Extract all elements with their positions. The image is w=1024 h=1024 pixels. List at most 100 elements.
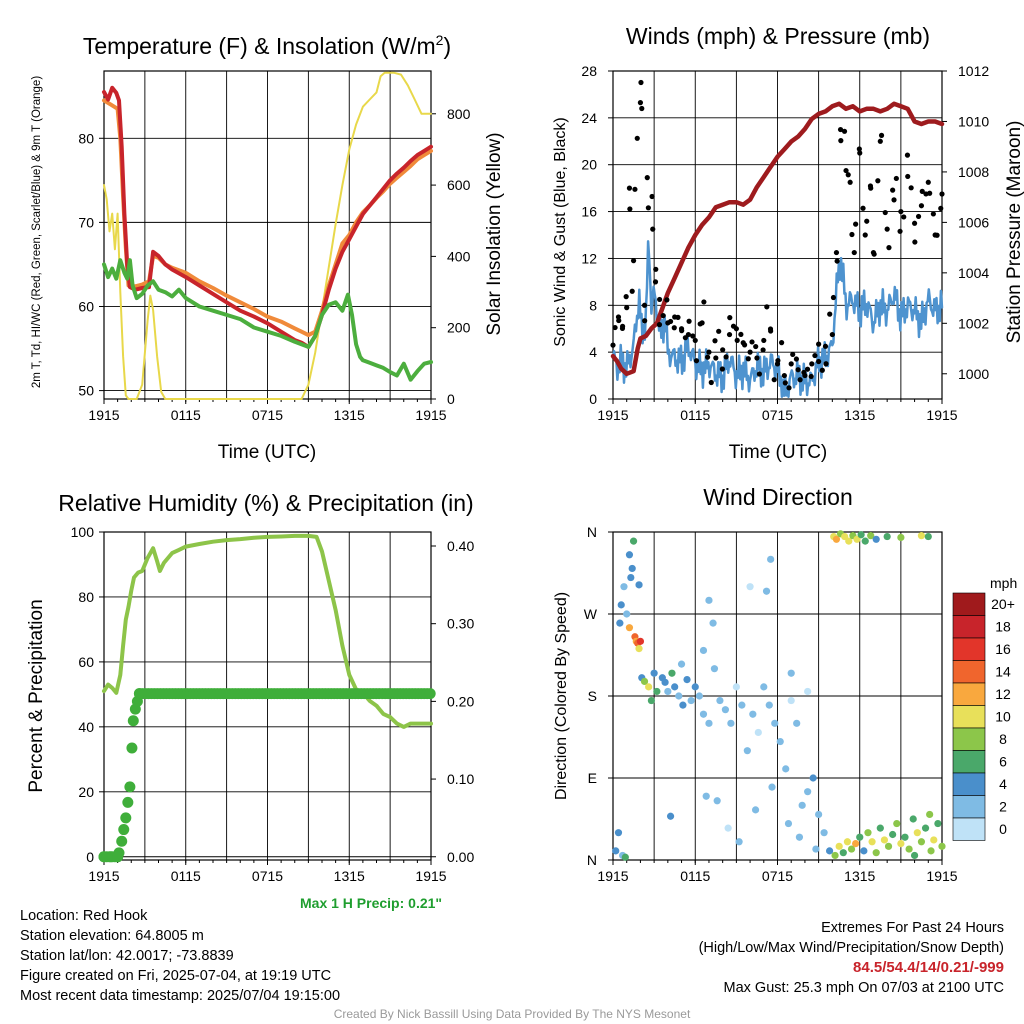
legend-swatch <box>952 637 986 661</box>
legend-label: 8 <box>999 731 1007 747</box>
gust-point <box>679 328 685 334</box>
gust-point <box>891 197 897 203</box>
direction-point <box>691 683 699 691</box>
gust-point <box>629 288 635 294</box>
direction-point <box>909 815 917 823</box>
direction-point <box>612 847 620 855</box>
extremes-subtitle: (High/Low/Max Wind/Precipitation/Snow De… <box>698 940 1004 956</box>
winds-x-tick-label: 1915 <box>597 407 628 423</box>
max-gust-text: Max Gust: 25.3 mph On 07/03 at 2100 UTC <box>723 980 1004 996</box>
temperature-left-label: 2m T, Td, HI/WC (Red, Green, Scarlet/Blu… <box>31 76 43 388</box>
gust-point <box>925 179 931 185</box>
legend-label: 0 <box>999 821 1007 837</box>
direction-point <box>924 532 932 541</box>
gust-point <box>756 371 763 377</box>
legend-label: 10 <box>995 709 1011 725</box>
gust-point <box>719 366 725 372</box>
direction-point <box>795 833 804 841</box>
precip-point <box>127 715 139 727</box>
direction-point <box>732 683 740 691</box>
gust-point <box>645 205 651 211</box>
gust-point <box>775 357 781 364</box>
gust-point <box>638 79 644 86</box>
direction-point <box>702 792 710 800</box>
gust-point <box>693 358 700 364</box>
precip-point <box>126 742 138 754</box>
legend-swatch <box>952 795 986 819</box>
direction-point <box>804 687 812 696</box>
direction-point <box>727 719 735 727</box>
temperature-series-3-line <box>102 258 433 382</box>
gust-point <box>630 258 637 264</box>
humidity-x-tick-label: 1915 <box>415 868 446 884</box>
direction-point <box>762 587 771 595</box>
gust-point <box>834 258 840 264</box>
legend-swatch <box>952 727 986 751</box>
gust-point <box>882 209 888 216</box>
pressure-line <box>610 101 945 377</box>
gust-point <box>637 100 644 106</box>
direction-point <box>661 678 669 686</box>
direction-point <box>839 849 847 857</box>
direction-point <box>620 583 628 591</box>
precip-point <box>124 781 136 793</box>
gust-point <box>782 380 788 386</box>
direction-point <box>625 624 634 632</box>
legend-swatch <box>952 682 986 706</box>
direction-point <box>614 829 623 837</box>
direction-point <box>699 646 708 655</box>
direction-left-label: Direction (Colored By Speed) <box>553 592 570 800</box>
direction-point <box>617 601 625 609</box>
precip-y-tick-label: 0.40 <box>447 538 474 554</box>
legend-label: 14 <box>995 664 1011 680</box>
gust-point <box>847 179 853 185</box>
winds-x-tick-label: 0715 <box>762 407 793 423</box>
direction-point <box>705 596 713 604</box>
winds-x-tick-label: 1315 <box>844 407 875 423</box>
humidity-y-tick-label: 0 <box>86 849 94 865</box>
humidity-y-tick-label: 100 <box>71 524 95 540</box>
insolation-y-tick-label: 0 <box>447 391 455 407</box>
gust-point <box>843 167 849 174</box>
gust-point <box>730 323 737 329</box>
recent-text: Most recent data timestamp: 2025/07/04 1… <box>20 988 341 1004</box>
gust-point <box>642 318 648 324</box>
legend-swatch <box>952 817 986 841</box>
winds-x-tick-label: 1915 <box>926 407 957 423</box>
direction-point <box>861 537 869 545</box>
gust-point <box>939 191 945 197</box>
direction-point <box>647 696 655 705</box>
humidity-y-tick-label: 20 <box>78 784 94 800</box>
direction-point <box>784 819 793 828</box>
temperature-x-tick-label: 0715 <box>252 407 283 423</box>
precip-y-tick-label: 0.00 <box>447 849 474 865</box>
direction-point <box>804 788 812 796</box>
pressure-y-tick-label: 1008 <box>958 164 989 180</box>
direction-x-tick-label: 0715 <box>762 868 793 884</box>
direction-point <box>910 851 919 860</box>
legend-swatch <box>952 772 986 796</box>
wind-y-tick-label: 0 <box>589 391 597 407</box>
gust-point <box>871 251 877 257</box>
direction-point <box>798 801 806 809</box>
direction-point <box>883 532 891 541</box>
direction-point <box>666 812 675 820</box>
direction-y-tick-label: W <box>584 606 598 622</box>
humidity-x-tick-label: 1915 <box>88 868 119 884</box>
insolation-y-tick-label: 400 <box>447 248 471 264</box>
direction-point <box>629 537 638 545</box>
direction-point <box>636 637 645 645</box>
direction-point <box>627 573 635 582</box>
direction-point <box>645 683 653 691</box>
direction-point <box>668 669 676 677</box>
credit-text: Created By Nick Bassill Using Data Provi… <box>333 1007 691 1021</box>
direction-point <box>679 701 687 709</box>
direction-point <box>880 836 889 844</box>
pressure-y-tick-label: 1004 <box>958 265 989 281</box>
relative-humidity-line <box>102 533 433 729</box>
direction-point <box>735 838 743 846</box>
temperature-x-tick-label: 1315 <box>334 407 365 423</box>
gust-point <box>856 146 862 152</box>
direction-point <box>938 842 946 850</box>
direction-point <box>843 838 852 846</box>
